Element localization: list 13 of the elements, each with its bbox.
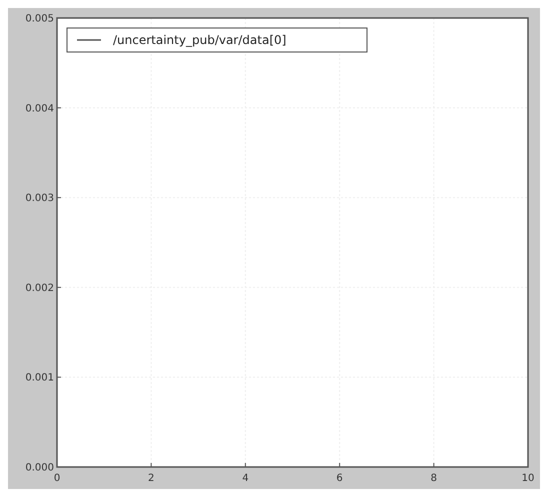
x-tick-label: 6	[336, 473, 343, 484]
x-tick-label: 8	[430, 473, 437, 484]
x-tick-label: 10	[522, 473, 534, 484]
y-tick-label: 0.000	[25, 462, 54, 474]
y-tick-label: 0.004	[25, 103, 54, 114]
x-tick-label: 2	[148, 473, 154, 484]
y-tick-label: 0.001	[25, 372, 54, 384]
x-tick-label: 4	[242, 473, 249, 484]
y-tick-label: 0.003	[25, 193, 54, 204]
legend-label: /uncertainty_pub/var/data[0]	[113, 33, 286, 47]
y-tick-label: 0.005	[25, 14, 54, 24]
y-tick-label: 0.002	[25, 282, 54, 294]
x-tick-label: 0	[54, 473, 60, 484]
